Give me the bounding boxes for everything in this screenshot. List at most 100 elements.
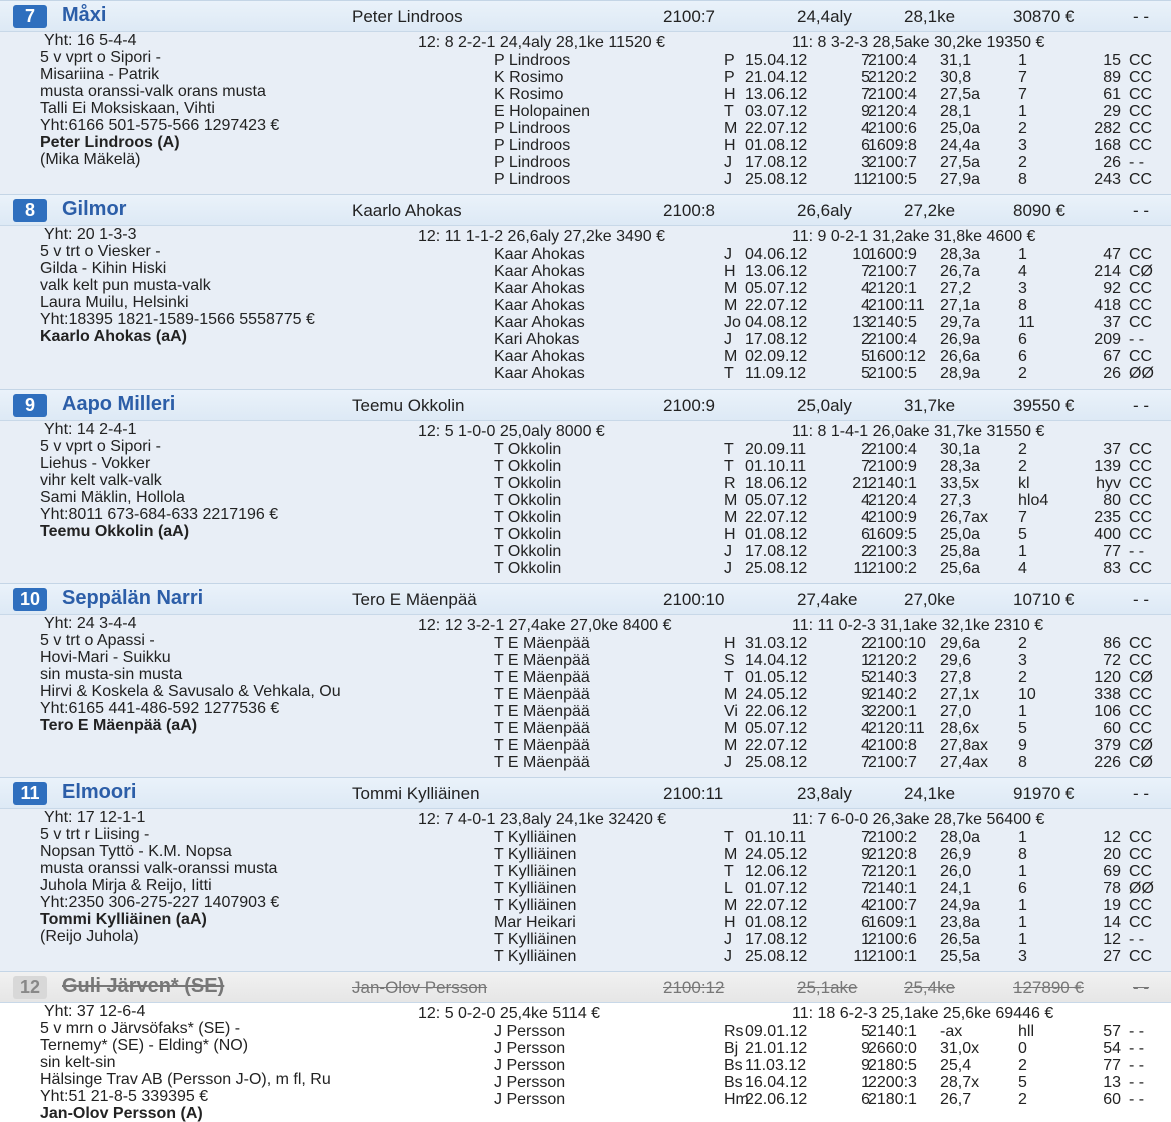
race-date: 11.09.12 bbox=[745, 365, 807, 382]
race-odds: 13 bbox=[1103, 1074, 1121, 1091]
race-date: 09.01.12 bbox=[745, 1023, 808, 1040]
race-track: Bj bbox=[724, 1040, 739, 1057]
horse-info: Yht: 24 3-4-4 5 v trt o Apassi - Hovi-Mari… bbox=[40, 615, 341, 734]
horse-name-link[interactable]: Måxi bbox=[62, 4, 107, 26]
race-row: P Lindroos P 15.04.12 7 2100:4 31,1 1 15 CC bbox=[0, 52, 1171, 69]
race-distance: 2100:7 bbox=[868, 154, 917, 171]
race-place: 7 bbox=[1018, 69, 1027, 86]
race-history: J Persson Rs 09.01.12 5 2140:1 -ax hll 57- -J P… bbox=[0, 1023, 1171, 1108]
race-number: 3 bbox=[861, 154, 870, 171]
header-mark: - - bbox=[1133, 396, 1150, 415]
race-date: 21.01.12 bbox=[745, 1040, 808, 1057]
race-date: 12.06.12 bbox=[745, 863, 808, 880]
driver-name: Jan-Olov Persson bbox=[352, 978, 488, 997]
race-shoes: CC bbox=[1129, 829, 1153, 846]
race-odds: 69 bbox=[1103, 863, 1121, 880]
horse-header: 11 Elmoori Tommi Kylliäinen 2100:11 23,8aly 2… bbox=[0, 778, 1171, 809]
race-driver: T E Mäenpää bbox=[494, 686, 590, 703]
race-odds: 77 bbox=[1103, 1057, 1121, 1074]
race-driver: P Lindroos bbox=[494, 52, 571, 69]
race-place: 6 bbox=[1018, 880, 1027, 897]
horse-info: Yht: 17 12-1-1 5 v trt r Liising - Nopsan … bbox=[40, 809, 279, 945]
race-driver: T Kylliäinen bbox=[494, 948, 577, 965]
race-row: T Kylliäinen M 22.07.12 4 2100:7 24,9a 1 19 CC bbox=[0, 897, 1171, 914]
race-time: -ax bbox=[940, 1023, 963, 1040]
race-time: 25,4 bbox=[940, 1057, 972, 1074]
race-odds: 338 bbox=[1094, 686, 1121, 703]
race-time: 27,8ax bbox=[940, 737, 989, 754]
horse-details: Yht: 20 1-3-3 5 v trt o Viesker - Gilda - … bbox=[0, 226, 1171, 389]
race-date: 01.10.11 bbox=[745, 458, 807, 475]
race-date: 04.08.12 bbox=[745, 314, 808, 331]
race-distance: 2100:6 bbox=[868, 931, 917, 948]
race-place: 1 bbox=[1018, 931, 1027, 948]
race-place: 3 bbox=[1018, 652, 1027, 669]
race-number: 7 bbox=[861, 829, 870, 846]
info-line: musta oranssi-valk orans musta bbox=[40, 83, 266, 100]
race-driver: T Okkolin bbox=[494, 560, 562, 577]
info-line: Yht:6165 441-486-592 1277536 € bbox=[40, 700, 280, 717]
race-driver: Kaar Ahokas bbox=[494, 297, 585, 314]
trainer-note: (Mika Mäkelä) bbox=[40, 151, 141, 168]
race-distance: 2140:1 bbox=[868, 475, 917, 492]
career-summary: Yht: 24 3-4-4 bbox=[44, 615, 137, 632]
horse-name-link[interactable]: Guli Järven* (SE) bbox=[62, 975, 225, 997]
race-shoes: CC bbox=[1129, 246, 1153, 263]
horse-name-link[interactable]: Aapo Milleri bbox=[62, 393, 176, 415]
race-track: J bbox=[724, 246, 732, 263]
horse-name-link[interactable]: Elmoori bbox=[62, 781, 137, 803]
race-shoes: - - bbox=[1129, 543, 1145, 560]
race-odds: 418 bbox=[1094, 297, 1121, 314]
race-odds: 379 bbox=[1094, 737, 1121, 754]
race-driver: T Kylliäinen bbox=[494, 846, 577, 863]
race-shoes: CC bbox=[1129, 120, 1153, 137]
race-row: T Okkolin J 25.08.12 11 2100:2 25,6a 4 83 CC bbox=[0, 560, 1171, 577]
race-shoes: CC bbox=[1129, 69, 1153, 86]
race-number: 4 bbox=[861, 737, 870, 754]
race-shoes: CC bbox=[1129, 475, 1153, 492]
race-distance: 2660:0 bbox=[868, 1040, 917, 1057]
race-shoes: CC bbox=[1129, 297, 1153, 314]
horse-name-link[interactable]: Gilmor bbox=[62, 198, 127, 220]
race-odds: 60 bbox=[1103, 1091, 1121, 1108]
race-odds: 77 bbox=[1103, 543, 1121, 560]
horse-info: Yht: 20 1-3-3 5 v trt o Viesker - Gilda - … bbox=[40, 226, 315, 345]
race-place: 11 bbox=[1018, 314, 1035, 331]
race-shoes: CC bbox=[1129, 652, 1153, 669]
race-place: hll bbox=[1018, 1023, 1035, 1040]
race-shoes: CC bbox=[1129, 314, 1153, 331]
race-row: E Holopainen T 03.07.12 9 2120:4 28,1 1 29 CC bbox=[0, 103, 1171, 120]
race-driver: P Lindroos bbox=[494, 120, 571, 137]
race-row: T Okkolin T 20.09.11 2 2100:4 30,1a 2 37 CC bbox=[0, 441, 1171, 458]
total-prize: 91970 € bbox=[1013, 784, 1075, 803]
race-time: 27,3 bbox=[940, 492, 972, 509]
horse-name-link[interactable]: Seppälän Narri bbox=[62, 587, 204, 609]
race-distance: 2120:2 bbox=[868, 69, 917, 86]
info-line: Gilda - Kihin Hiski bbox=[40, 260, 167, 277]
race-odds: 29 bbox=[1103, 103, 1121, 120]
race-driver: E Holopainen bbox=[494, 103, 591, 120]
race-row: Kaar Ahokas Jo 04.08.12 13 2140:5 29,7a 11 37 CC bbox=[0, 314, 1171, 331]
race-distance: 1609:8 bbox=[868, 137, 917, 154]
horse-details: Yht: 14 2-4-1 5 v vprt o Sipori - Liehus -… bbox=[0, 421, 1171, 583]
stats-2012: 12: 5 0-2-0 25,4ke 5114 € bbox=[418, 1005, 601, 1022]
race-driver: T Kylliäinen bbox=[494, 863, 577, 880]
race-number: 9 bbox=[861, 846, 870, 863]
race-odds: 243 bbox=[1094, 171, 1121, 188]
race-track: H bbox=[724, 86, 736, 103]
race-number: 7 bbox=[861, 863, 870, 880]
race-date: 17.08.12 bbox=[745, 931, 808, 948]
race-row: Kari Ahokas J 17.08.12 2 2100:4 26,9a 6 209 - - bbox=[0, 331, 1171, 348]
race-place: 1 bbox=[1018, 703, 1027, 720]
race-track: T bbox=[724, 365, 734, 382]
info-line: 5 v trt o Viesker - bbox=[40, 243, 161, 260]
race-shoes: CC bbox=[1129, 492, 1153, 509]
race-distance: 1600:9 bbox=[868, 246, 917, 263]
race-time: 28,3a bbox=[940, 246, 981, 263]
best-aly: 24,4aly bbox=[797, 7, 852, 26]
race-odds: 89 bbox=[1103, 69, 1121, 86]
race-number: 3 bbox=[861, 703, 870, 720]
race-shoes: - - bbox=[1129, 1057, 1145, 1074]
race-track: T bbox=[724, 103, 734, 120]
race-date: 20.09.11 bbox=[745, 441, 807, 458]
